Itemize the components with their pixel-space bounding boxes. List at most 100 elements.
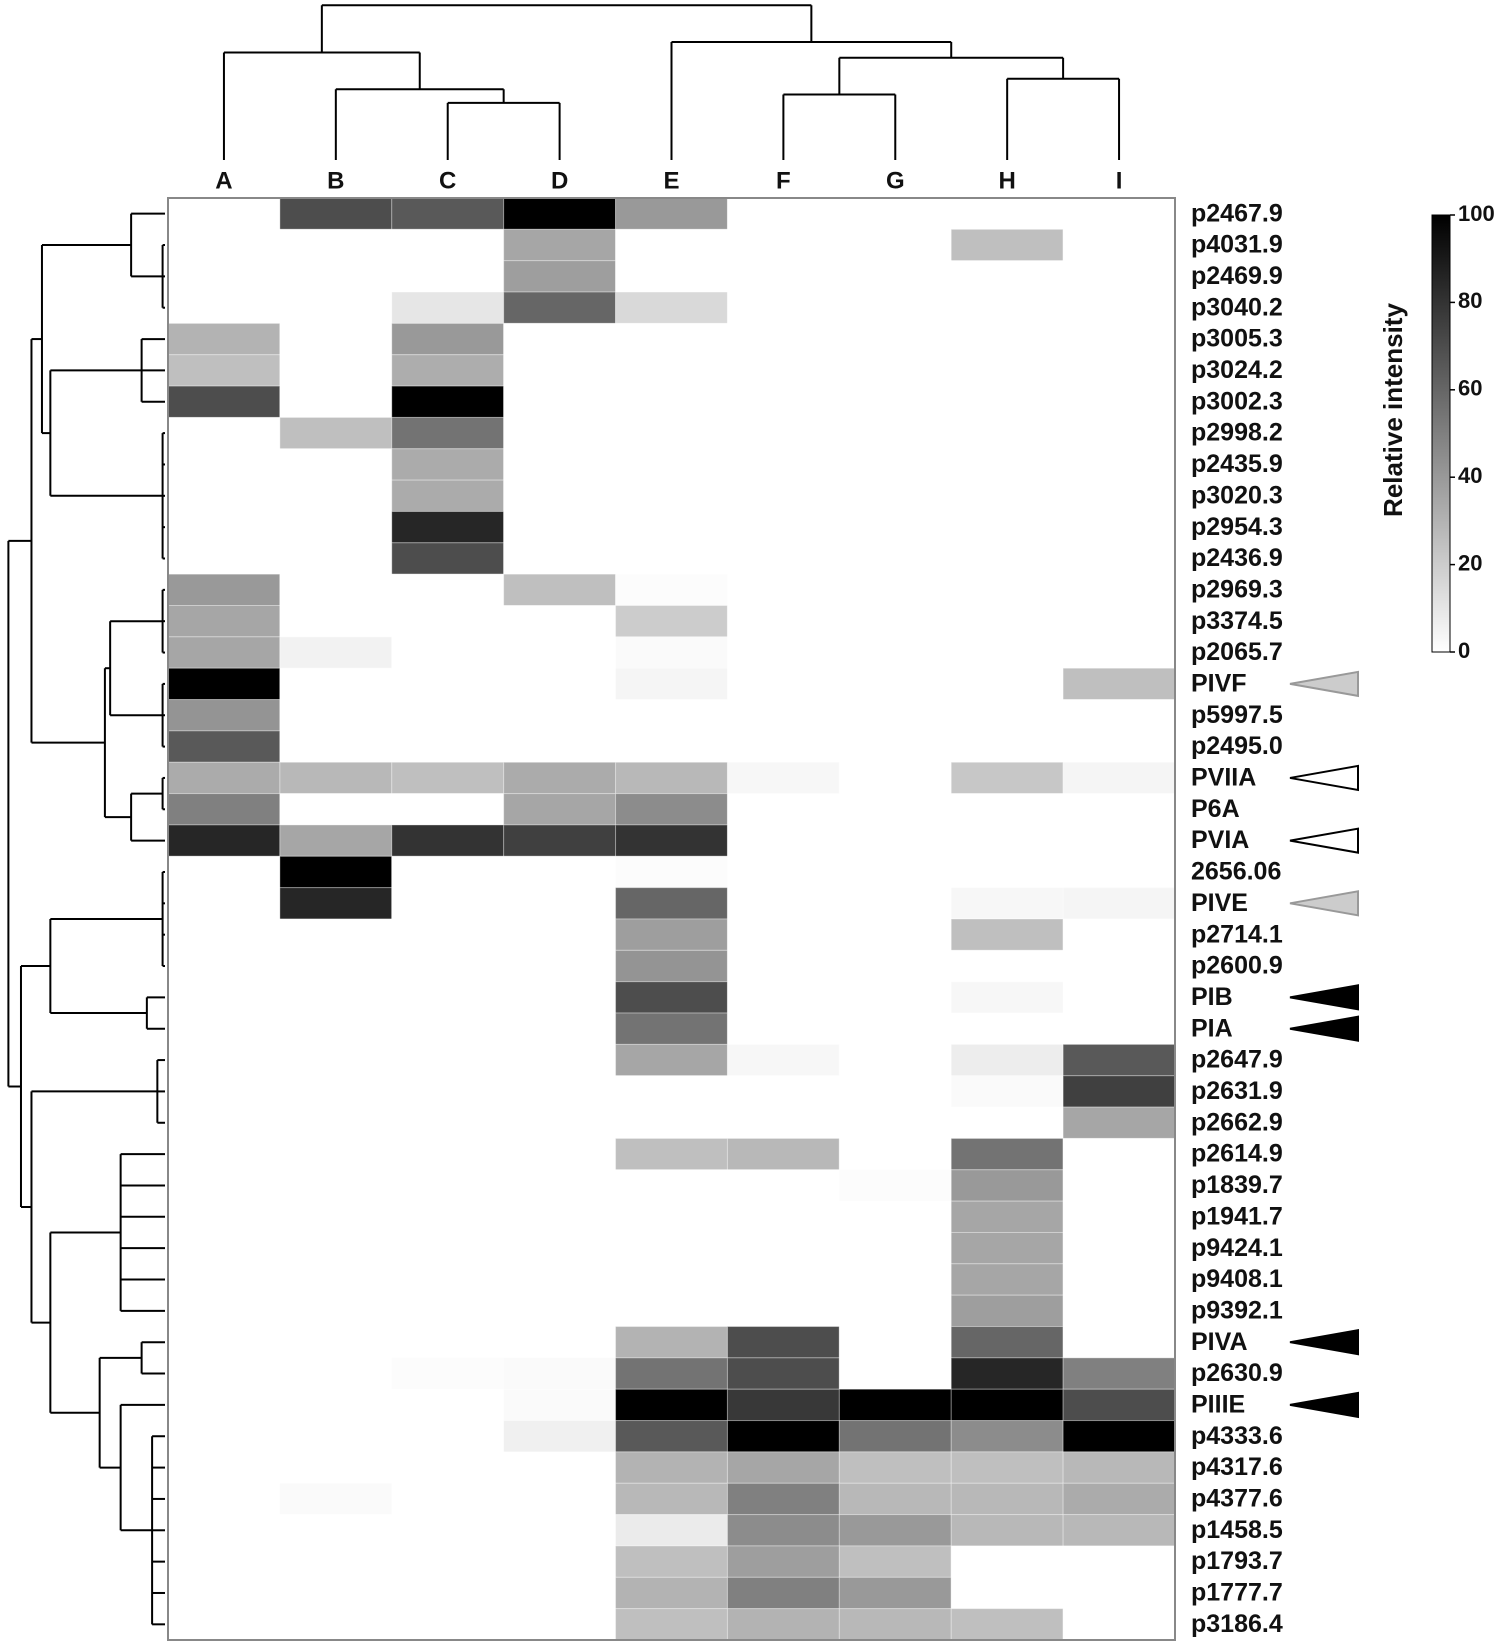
cell (503, 824, 617, 857)
cell (503, 855, 617, 889)
cell (615, 636, 728, 669)
cell (1062, 1451, 1176, 1484)
cell (615, 1012, 728, 1045)
cell (726, 636, 840, 669)
cell (279, 636, 393, 669)
cell (726, 1326, 840, 1359)
cell (950, 1075, 1064, 1108)
cell (838, 1326, 952, 1359)
cell (838, 385, 952, 418)
cell (167, 1263, 281, 1296)
cell (726, 573, 840, 607)
cell (950, 260, 1064, 293)
column-label: F (776, 167, 791, 194)
cell (391, 1263, 505, 1296)
cell (950, 605, 1064, 638)
cell (1062, 1043, 1176, 1077)
cell (503, 385, 617, 418)
cell (167, 1482, 281, 1516)
cell (503, 510, 617, 544)
row-label: p2954.3 (1191, 513, 1283, 541)
column-label: G (886, 167, 905, 194)
cell (503, 1326, 617, 1359)
row-marker (1289, 890, 1359, 917)
cell (838, 228, 952, 262)
cell (615, 1576, 728, 1610)
cell (1062, 1137, 1176, 1171)
cell (950, 1545, 1064, 1578)
cell (615, 1326, 728, 1359)
cell (950, 636, 1064, 669)
cell (950, 1388, 1064, 1422)
cell (838, 981, 952, 1014)
row-label: p2436.9 (1191, 544, 1283, 572)
cell (615, 542, 728, 575)
row-label: p2467.9 (1191, 199, 1283, 227)
cell (503, 1576, 617, 1610)
cell (838, 918, 952, 951)
cell (950, 1263, 1064, 1296)
cell (726, 322, 840, 356)
cell (615, 385, 728, 418)
cell (167, 1326, 281, 1359)
cell (950, 981, 1064, 1014)
cell (279, 1294, 393, 1328)
cell (279, 1420, 393, 1453)
row-marker (1289, 1015, 1359, 1042)
cell (726, 1200, 840, 1233)
cell (838, 1294, 952, 1328)
cell (838, 322, 952, 356)
row-marker (1289, 670, 1359, 698)
cell (391, 322, 505, 356)
cell (1062, 1263, 1176, 1296)
cell (503, 1420, 617, 1453)
cell (726, 1137, 840, 1171)
cell (1062, 1388, 1176, 1422)
cell (167, 949, 281, 983)
cell (167, 228, 281, 262)
cell (726, 1012, 840, 1045)
cell (726, 385, 840, 418)
cell (838, 1075, 952, 1108)
cell (503, 1169, 617, 1202)
cell (950, 197, 1064, 230)
cell (726, 1451, 840, 1484)
cell (391, 1326, 505, 1359)
cell (167, 605, 281, 638)
cell (279, 385, 393, 418)
cell (279, 855, 393, 889)
cell (1062, 887, 1176, 920)
row-label: p2662.9 (1191, 1108, 1283, 1136)
cell (503, 699, 617, 732)
cell (503, 1357, 617, 1390)
row-marker (1289, 1391, 1359, 1419)
cell (950, 479, 1064, 512)
colorbar-tick-label: 80 (1458, 288, 1482, 313)
cell (950, 542, 1064, 575)
cell (391, 887, 505, 920)
cell (391, 1420, 505, 1453)
row-label: p2435.9 (1191, 450, 1283, 478)
cell (950, 918, 1064, 951)
cell (615, 1388, 728, 1422)
cell (279, 1388, 393, 1422)
cell (838, 291, 952, 324)
colorbar (1431, 214, 1451, 653)
cell (950, 699, 1064, 732)
cell (167, 1200, 281, 1233)
cell (950, 416, 1064, 450)
cell (391, 1075, 505, 1108)
cell (615, 949, 728, 983)
cell (1062, 824, 1176, 857)
row-label: PVIIA (1191, 764, 1256, 792)
cell (167, 699, 281, 732)
cell (950, 448, 1064, 481)
row-label: p4377.6 (1191, 1485, 1283, 1513)
cell (503, 1012, 617, 1045)
cell (279, 542, 393, 575)
row-marker (1289, 764, 1359, 792)
cell (391, 1169, 505, 1202)
cell (503, 1388, 617, 1422)
cell (838, 510, 952, 544)
